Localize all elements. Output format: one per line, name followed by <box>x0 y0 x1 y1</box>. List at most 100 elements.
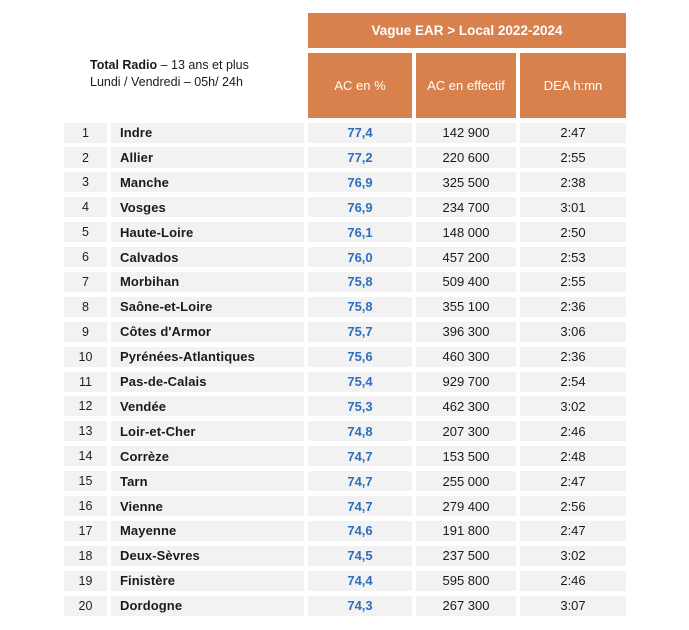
dea-cell: 2:48 <box>520 446 626 467</box>
dea-cell: 2:46 <box>520 421 626 442</box>
rank-cell: 16 <box>64 495 107 517</box>
dea-cell: 2:47 <box>520 471 626 492</box>
ac-effectif-cell: 325 500 <box>416 172 516 193</box>
dea-cell: 3:02 <box>520 545 626 566</box>
ac-effectif-cell: 255 000 <box>416 471 516 492</box>
ac-effectif-cell: 148 000 <box>416 222 516 243</box>
department-cell: Loir-et-Cher <box>111 421 304 442</box>
ac-effectif-cell: 355 100 <box>416 296 516 317</box>
column-header-ac-effectif: AC en effectif <box>416 52 516 118</box>
ac-percent-cell: 75,8 <box>308 271 412 293</box>
dea-cell: 3:07 <box>520 595 626 616</box>
ac-percent-cell: 74,7 <box>308 495 412 517</box>
department-cell: Finistère <box>111 570 304 591</box>
ac-effectif-cell: 207 300 <box>416 421 516 442</box>
dea-cell: 2:47 <box>520 122 626 143</box>
ac-percent-cell: 77,2 <box>308 147 412 168</box>
dea-cell: 2:36 <box>520 346 626 367</box>
rank-cell: 14 <box>64 446 107 467</box>
dea-cell: 2:56 <box>520 495 626 517</box>
rank-cell: 13 <box>64 421 107 442</box>
department-cell: Côtes d'Armor <box>111 321 304 342</box>
dea-cell: 2:36 <box>520 296 626 317</box>
department-cell: Vosges <box>111 197 304 218</box>
rank-cell: 18 <box>64 545 107 566</box>
department-cell: Tarn <box>111 471 304 492</box>
dea-cell: 3:01 <box>520 197 626 218</box>
rank-cell: 3 <box>64 172 107 193</box>
department-cell: Morbihan <box>111 271 304 293</box>
dea-cell: 2:53 <box>520 247 626 268</box>
rank-cell: 20 <box>64 595 107 616</box>
ac-percent-cell: 76,9 <box>308 197 412 218</box>
ac-effectif-cell: 929 700 <box>416 371 516 392</box>
ac-effectif-cell: 457 200 <box>416 247 516 268</box>
ranking-table: Vague EAR > Local 2022-2024 AC en % AC e… <box>64 13 626 616</box>
column-header-dea: DEA h:mn <box>520 52 626 118</box>
department-cell: Corrèze <box>111 446 304 467</box>
ac-effectif-cell: 191 800 <box>416 520 516 541</box>
ac-effectif-cell: 234 700 <box>416 197 516 218</box>
ac-percent-cell: 75,4 <box>308 371 412 392</box>
department-cell: Manche <box>111 172 304 193</box>
department-cell: Mayenne <box>111 520 304 541</box>
survey-info-line2: Lundi / Vendredi – 05h/ 24h <box>90 74 243 89</box>
rank-cell: 19 <box>64 570 107 591</box>
dea-cell: 2:47 <box>520 520 626 541</box>
department-cell: Dordogne <box>111 595 304 616</box>
department-cell: Allier <box>111 147 304 168</box>
department-cell: Haute-Loire <box>111 222 304 243</box>
department-cell: Deux-Sèvres <box>111 545 304 566</box>
rank-cell: 15 <box>64 471 107 492</box>
ac-percent-cell: 74,3 <box>308 595 412 616</box>
ac-percent-cell: 76,1 <box>308 222 412 243</box>
survey-info-age: – 13 ans et plus <box>157 58 249 72</box>
dea-cell: 3:02 <box>520 396 626 417</box>
rank-cell: 11 <box>64 371 107 392</box>
ac-effectif-cell: 220 600 <box>416 147 516 168</box>
ac-percent-cell: 77,4 <box>308 122 412 143</box>
ac-percent-cell: 74,7 <box>308 446 412 467</box>
ac-percent-cell: 75,6 <box>308 346 412 367</box>
department-cell: Calvados <box>111 247 304 268</box>
department-cell: Pyrénées-Atlantiques <box>111 346 304 367</box>
rank-cell: 12 <box>64 396 107 417</box>
department-cell: Pas-de-Calais <box>111 371 304 392</box>
rank-cell: 10 <box>64 346 107 367</box>
dea-cell: 2:46 <box>520 570 626 591</box>
rank-cell: 17 <box>64 520 107 541</box>
ac-percent-cell: 76,9 <box>308 172 412 193</box>
dea-cell: 3:06 <box>520 321 626 342</box>
survey-info-line1: Total Radio – 13 ans et plus <box>90 57 249 74</box>
ac-effectif-cell: 396 300 <box>416 321 516 342</box>
ac-percent-cell: 75,8 <box>308 296 412 317</box>
ac-effectif-cell: 279 400 <box>416 495 516 517</box>
rank-cell: 4 <box>64 197 107 218</box>
column-header-ac-percent: AC en % <box>308 52 412 118</box>
ac-percent-cell: 74,8 <box>308 421 412 442</box>
dea-cell: 2:55 <box>520 147 626 168</box>
dea-cell: 2:54 <box>520 371 626 392</box>
ac-percent-cell: 75,7 <box>308 321 412 342</box>
dea-cell: 2:50 <box>520 222 626 243</box>
ac-percent-cell: 74,7 <box>308 471 412 492</box>
rank-cell: 1 <box>64 122 107 143</box>
rank-cell: 9 <box>64 321 107 342</box>
department-cell: Vendée <box>111 396 304 417</box>
department-cell: Vienne <box>111 495 304 517</box>
ac-percent-cell: 75,3 <box>308 396 412 417</box>
ac-effectif-cell: 153 500 <box>416 446 516 467</box>
survey-info: Total Radio – 13 ans et plus Lundi / Ven… <box>90 57 249 90</box>
rank-cell: 7 <box>64 271 107 293</box>
ac-effectif-cell: 237 500 <box>416 545 516 566</box>
ac-percent-cell: 76,0 <box>308 247 412 268</box>
ac-percent-cell: 74,6 <box>308 520 412 541</box>
department-cell: Saône-et-Loire <box>111 296 304 317</box>
ac-effectif-cell: 509 400 <box>416 271 516 293</box>
ac-effectif-cell: 142 900 <box>416 122 516 143</box>
department-cell: Indre <box>111 122 304 143</box>
rank-cell: 6 <box>64 247 107 268</box>
dea-cell: 2:38 <box>520 172 626 193</box>
dea-cell: 2:55 <box>520 271 626 293</box>
rank-cell: 8 <box>64 296 107 317</box>
